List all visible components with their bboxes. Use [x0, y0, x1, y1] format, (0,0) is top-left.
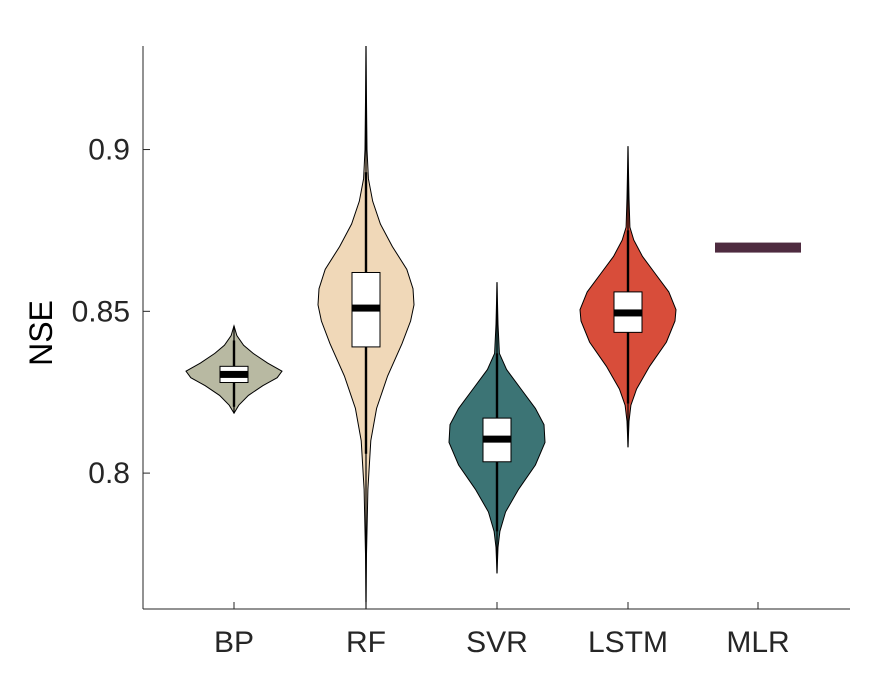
y-tick-label: 0.8 [88, 457, 130, 490]
y-axis-title: NSE [23, 300, 59, 366]
violin-group-mlr [715, 242, 801, 253]
x-tick-label-lstm: LSTM [588, 626, 668, 659]
median-lstm [614, 309, 642, 317]
violin-group-svr [448, 282, 546, 574]
y-tick-label: 0.9 [88, 134, 130, 167]
x-tick-label-bp: BP [214, 626, 254, 659]
x-tick-label-svr: SVR [466, 626, 528, 659]
violin-mlr [715, 242, 801, 253]
axes [142, 46, 850, 610]
violin-layer [185, 45, 801, 610]
median-bp [220, 370, 248, 378]
median-rf [352, 304, 380, 312]
violin-group-lstm [579, 146, 677, 448]
median-svr [483, 435, 511, 443]
x-tick-label-mlr: MLR [726, 626, 789, 659]
x-tick-label-rf: RF [346, 626, 386, 659]
y-tick-label: 0.85 [72, 295, 130, 328]
violin-group-bp [185, 324, 283, 415]
violin-group-rf [317, 45, 415, 610]
tick-labels: 0.8 0.85 0.9 BP RF SVR LSTM MLR [72, 134, 790, 659]
